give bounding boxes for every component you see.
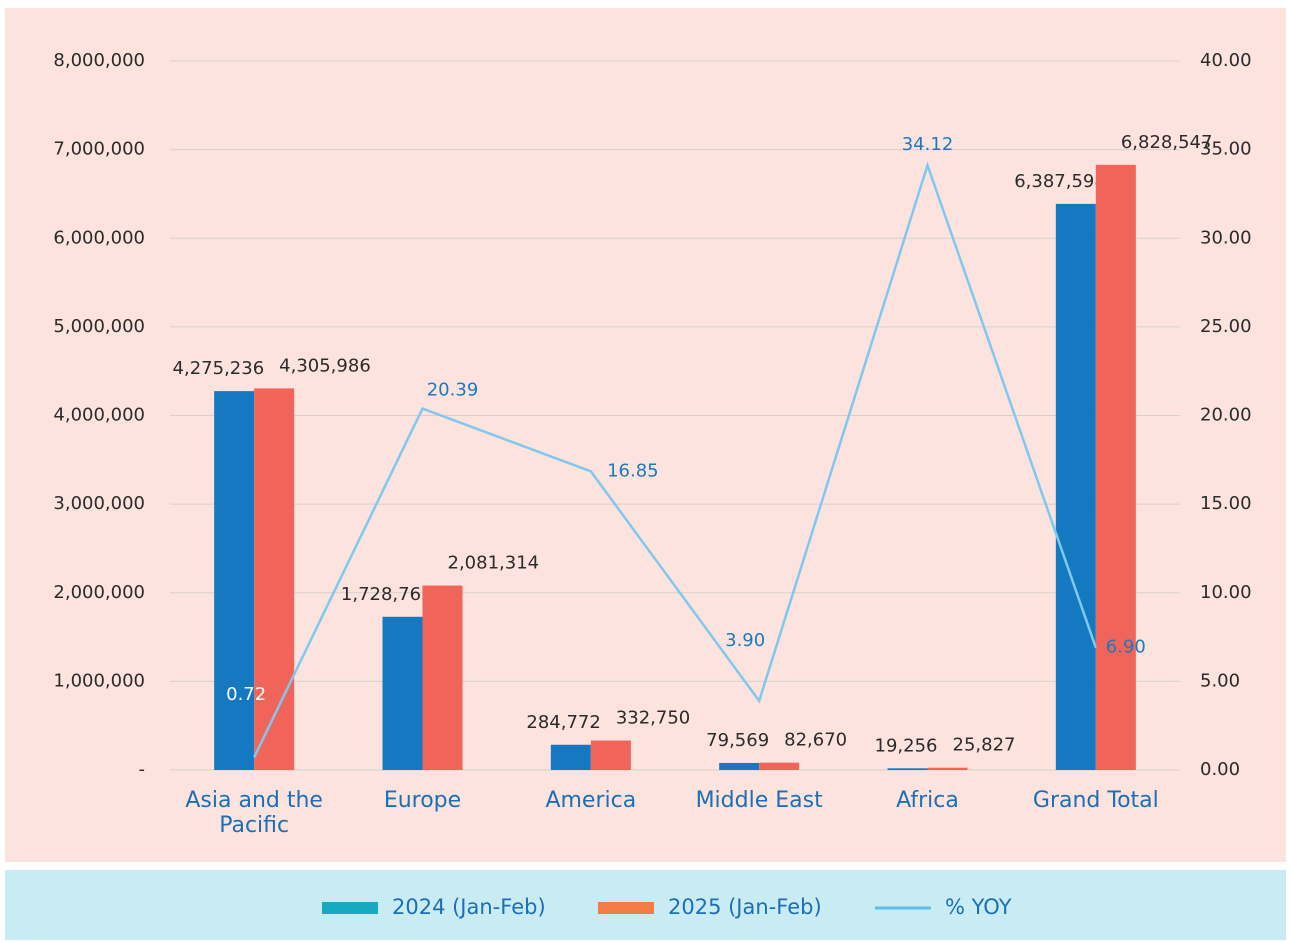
bar (382, 616, 423, 770)
x-tick-label: Grand Total (1032, 788, 1159, 813)
y-tick-label: - (139, 759, 146, 780)
line-value-label: 34.12 (902, 134, 954, 155)
bar (719, 762, 760, 770)
bar-value-label: 4,275,236 (173, 358, 265, 379)
y2-tick-label: 0.00 (1200, 759, 1240, 780)
legend-swatch (598, 902, 654, 914)
bar-value-label: 2,081,314 (448, 553, 540, 574)
bar-value-label: 79,569 (706, 730, 769, 751)
x-tick-label: Middle East (695, 788, 823, 813)
y2-tick-label: 15.00 (1200, 493, 1252, 514)
bar-value-label: 284,772 (526, 712, 600, 733)
line-value-label: 6.90 (1106, 637, 1146, 658)
x-tick-label: Europe (383, 788, 462, 813)
y-tick-label: 3,000,000 (53, 493, 145, 514)
x-tick-label: Asia and the Pacific (185, 788, 323, 838)
y-tick-label: 4,000,000 (53, 405, 145, 426)
line-value-label: 3.90 (725, 630, 765, 651)
line-value-label: 0.72 (226, 684, 266, 705)
y2-tick-label: 10.00 (1200, 582, 1252, 603)
bar-value-label: 4,305,986 (279, 355, 371, 376)
bar-value-label: 6,387,598 (1014, 171, 1106, 192)
bar-value-label: 82,670 (784, 730, 847, 751)
y2-tick-label: 25.00 (1200, 316, 1252, 337)
bar (759, 762, 800, 770)
y2-tick-label: 30.00 (1200, 227, 1252, 248)
legend-label: 2024 (Jan-Feb) (392, 895, 546, 919)
bar-value-label: 6,828,547 (1121, 132, 1213, 153)
y-tick-label: 8,000,000 (53, 50, 145, 71)
bar-value-label: 332,750 (616, 708, 690, 729)
y2-tick-label: 35.00 (1200, 139, 1252, 160)
bar (1055, 203, 1096, 771)
y-tick-label: 7,000,000 (53, 139, 145, 160)
x-tick-label: America (545, 788, 637, 813)
line-value-label: 16.85 (607, 460, 659, 481)
bar (214, 391, 255, 770)
bar (927, 767, 968, 770)
y2-tick-label: 40.00 (1200, 50, 1252, 71)
bar (550, 744, 591, 770)
x-tick-label: Africa (896, 788, 959, 813)
line-value-label: 20.39 (427, 380, 479, 401)
bar-value-label: 25,827 (953, 735, 1016, 756)
legend-label: 2025 (Jan-Feb) (668, 895, 822, 919)
bar (422, 585, 463, 770)
y2-tick-label: 20.00 (1200, 405, 1252, 426)
y-tick-label: 1,000,000 (53, 670, 145, 691)
bar (254, 388, 295, 770)
bar-value-label: 1,728,765 (341, 584, 433, 605)
legend-swatch (322, 902, 378, 914)
y2-tick-label: 5.00 (1200, 670, 1240, 691)
legend-label: % YOY (945, 895, 1012, 919)
bar (1095, 164, 1136, 771)
y-tick-label: 6,000,000 (53, 227, 145, 248)
bar-value-label: 19,256 (875, 735, 938, 756)
y-tick-label: 2,000,000 (53, 582, 145, 603)
bar (590, 740, 631, 770)
line-series (253, 161, 1098, 758)
bar (887, 768, 928, 770)
y-tick-label: 5,000,000 (53, 316, 145, 337)
